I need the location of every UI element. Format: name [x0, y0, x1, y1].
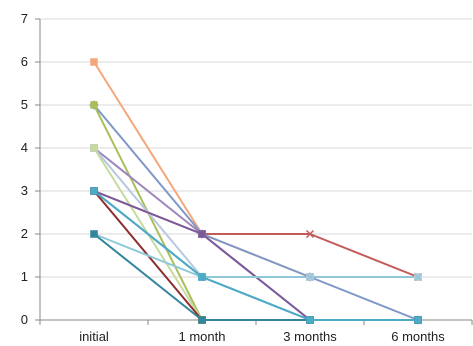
data-point	[198, 273, 206, 281]
data-point	[306, 316, 314, 324]
data-point	[90, 230, 98, 238]
y-tick-label: 1	[21, 269, 28, 284]
x-tick-labels: initial 1 month 3 months 6 months	[79, 329, 445, 344]
data-point	[90, 144, 98, 152]
y-tick-label: 6	[21, 54, 28, 69]
data-point	[90, 58, 98, 66]
y-tick-label: 5	[21, 97, 28, 112]
y-tick-label: 7	[21, 11, 28, 26]
y-tick-label: 0	[21, 312, 28, 327]
series-line	[93, 104, 419, 321]
data-point	[413, 272, 423, 282]
series-line	[93, 190, 419, 321]
data-point	[305, 229, 315, 239]
axes	[35, 18, 473, 325]
x-tick-label: 1 month	[179, 329, 226, 344]
data-point	[414, 316, 422, 324]
x-tick-label: 6 months	[391, 329, 445, 344]
y-tick-labels: 0 1 2 3 4 5 6 7	[21, 11, 28, 327]
series-line	[93, 104, 419, 321]
y-tick-label: 4	[21, 140, 28, 155]
y-tick-label: 3	[21, 183, 28, 198]
series-line	[93, 61, 419, 278]
series-layer	[89, 58, 423, 325]
data-point	[198, 316, 206, 324]
data-point	[305, 272, 315, 282]
x-tick-label: 3 months	[283, 329, 337, 344]
y-tick-label: 2	[21, 226, 28, 241]
data-point	[90, 187, 98, 195]
data-point	[90, 101, 98, 109]
data-point	[198, 230, 206, 238]
x-tick-label: initial	[79, 329, 109, 344]
series-line	[93, 233, 419, 278]
gridlines	[40, 18, 472, 278]
